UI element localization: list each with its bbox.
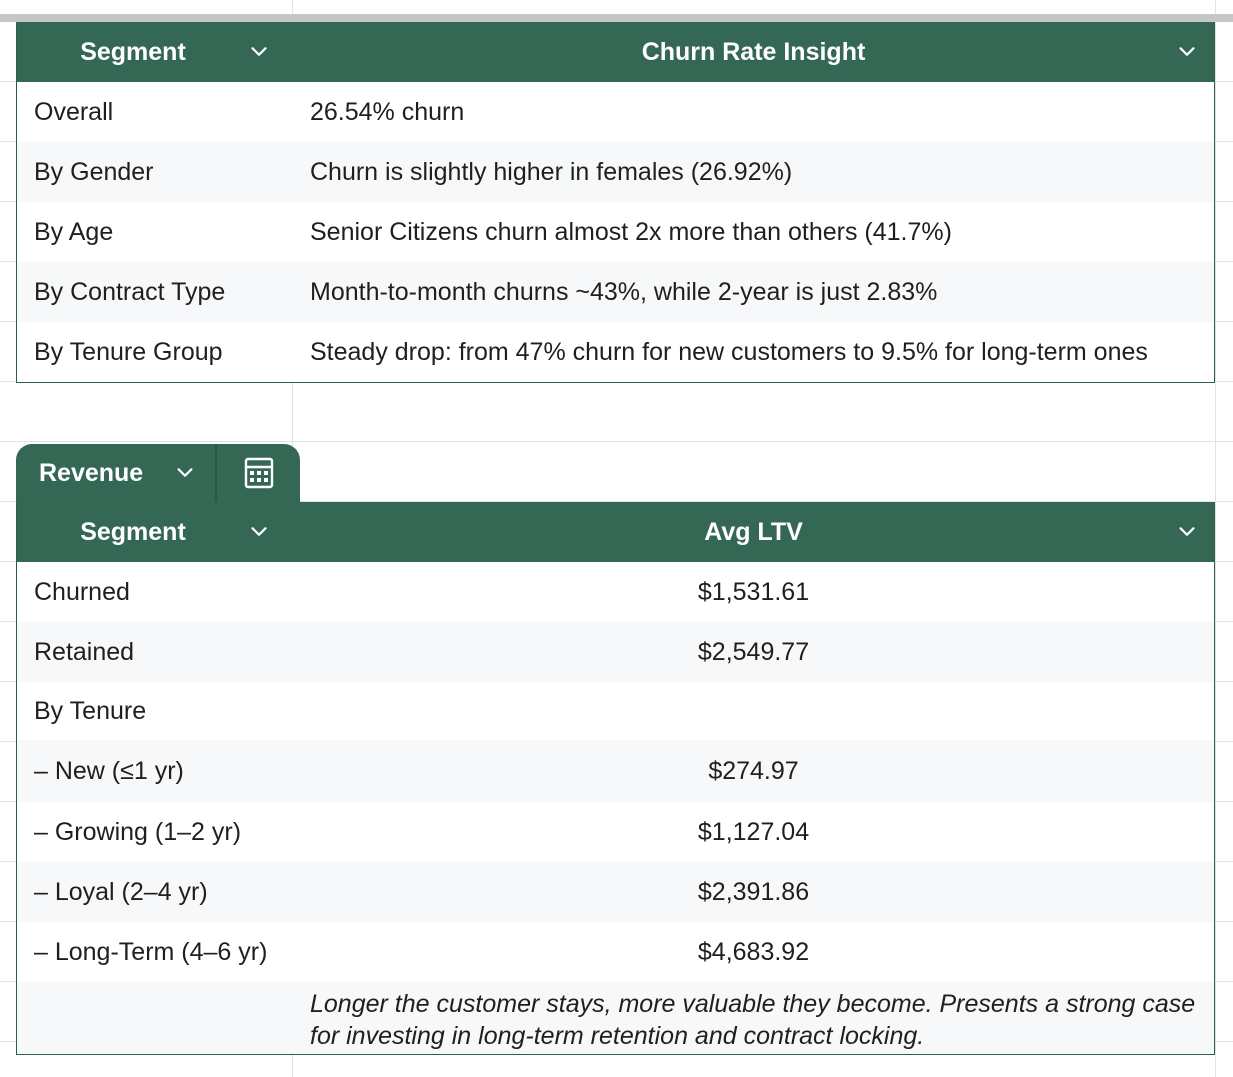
- table-row[interactable]: – Long-Term (4–6 yr) $4,683.92: [17, 922, 1214, 982]
- table-row[interactable]: Churned $1,531.61: [17, 562, 1214, 622]
- segment-cell[interactable]: Churned: [34, 577, 130, 606]
- table-row[interactable]: By Contract Type Month-to-month churns ~…: [17, 262, 1214, 322]
- chevron-down-icon[interactable]: [174, 462, 196, 484]
- ltv-cell[interactable]: $2,391.86: [697, 877, 810, 906]
- segment-column-header[interactable]: Segment: [17, 22, 293, 82]
- revenue-table: Segment Avg LTV Churned $1,531.61 Retain…: [16, 502, 1215, 1055]
- revenue-table-name-button[interactable]: Revenue: [16, 444, 217, 502]
- churn-insight-header-label: Churn Rate Insight: [641, 37, 866, 66]
- calculator-icon[interactable]: [217, 444, 300, 502]
- segment-cell[interactable]: Retained: [34, 637, 135, 666]
- chevron-down-icon[interactable]: [1176, 521, 1198, 543]
- table-name-label: Revenue: [39, 458, 144, 487]
- table-row[interactable]: – Growing (1–2 yr) $1,127.04: [17, 802, 1214, 862]
- segment-header-label: Segment: [80, 37, 186, 66]
- segment-column-header[interactable]: Segment: [17, 502, 293, 562]
- table-row[interactable]: By Tenure Group Steady drop: from 47% ch…: [17, 322, 1214, 382]
- segment-cell[interactable]: By Contract Type: [34, 277, 226, 306]
- churn-table-header: Segment Churn Rate Insight: [17, 22, 1214, 82]
- insight-cell[interactable]: 26.54% churn: [310, 97, 465, 126]
- ltv-cell[interactable]: $4,683.92: [697, 937, 810, 966]
- segment-cell[interactable]: – Loyal (2–4 yr): [34, 877, 208, 906]
- segment-cell[interactable]: Overall: [34, 97, 114, 126]
- segment-cell[interactable]: By Age: [34, 217, 114, 246]
- insight-cell[interactable]: Senior Citizens churn almost 2x more tha…: [310, 217, 952, 246]
- insight-cell[interactable]: Churn is slightly higher in females (26.…: [310, 157, 793, 186]
- table-row[interactable]: – New (≤1 yr) $274.97: [17, 740, 1214, 802]
- chevron-down-icon[interactable]: [248, 521, 270, 543]
- table-name-tab: Revenue: [16, 444, 300, 502]
- table-row[interactable]: Retained $2,549.77: [17, 622, 1214, 682]
- ltv-cell[interactable]: $1,531.61: [697, 577, 810, 606]
- churn-rate-table: Segment Churn Rate Insight Overall 26.54…: [16, 22, 1215, 383]
- chevron-down-icon[interactable]: [1176, 41, 1198, 63]
- revenue-table-header: Segment Avg LTV: [17, 502, 1214, 562]
- segment-header-label: Segment: [80, 517, 186, 546]
- avg-ltv-column-header[interactable]: Avg LTV: [293, 502, 1214, 562]
- segment-cell[interactable]: – Long-Term (4–6 yr): [34, 937, 268, 966]
- segment-cell[interactable]: By Gender: [34, 157, 154, 186]
- segment-cell[interactable]: – Growing (1–2 yr): [34, 817, 242, 846]
- segment-cell[interactable]: By Tenure: [34, 696, 147, 725]
- chevron-down-icon[interactable]: [248, 41, 270, 63]
- avg-ltv-header-label: Avg LTV: [704, 517, 803, 546]
- ltv-cell[interactable]: $274.97: [708, 756, 799, 785]
- segment-cell[interactable]: By Tenure Group: [34, 337, 223, 366]
- segment-cell[interactable]: – New (≤1 yr): [34, 756, 184, 785]
- ltv-cell[interactable]: $2,549.77: [697, 637, 810, 666]
- ltv-cell[interactable]: $1,127.04: [697, 817, 810, 846]
- insight-cell[interactable]: Steady drop: from 47% churn for new cust…: [310, 337, 1148, 366]
- table-row[interactable]: By Age Senior Citizens churn almost 2x m…: [17, 202, 1214, 262]
- frozen-rows-divider[interactable]: [0, 14, 1233, 22]
- table-row[interactable]: By Gender Churn is slightly higher in fe…: [17, 142, 1214, 202]
- table-row[interactable]: Overall 26.54% churn: [17, 82, 1214, 142]
- table-row[interactable]: Longer the customer stays, more valuable…: [17, 982, 1214, 1054]
- table-row[interactable]: – Loyal (2–4 yr) $2,391.86: [17, 862, 1214, 922]
- grid-column-line: [1215, 0, 1216, 1077]
- table-row[interactable]: By Tenure: [17, 682, 1214, 740]
- churn-insight-column-header[interactable]: Churn Rate Insight: [293, 22, 1214, 82]
- insight-cell[interactable]: Month-to-month churns ~43%, while 2-year…: [310, 277, 938, 306]
- note-cell[interactable]: Longer the customer stays, more valuable…: [310, 990, 1196, 1050]
